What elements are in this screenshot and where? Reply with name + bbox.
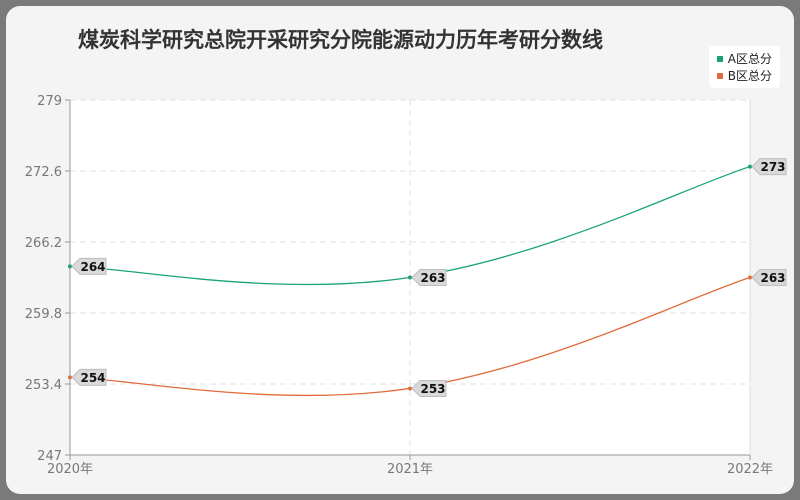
data-label-text: 273 bbox=[760, 160, 785, 174]
x-tick-label: 2022年 bbox=[727, 462, 773, 477]
data-label-text: 264 bbox=[80, 260, 105, 274]
x-tick-label: 2020年 bbox=[47, 462, 93, 477]
data-label-text: 253 bbox=[420, 382, 445, 396]
chart-title: 煤炭科学研究总院开采研究分院能源动力历年考研分数线 bbox=[78, 28, 603, 52]
data-label: 264 bbox=[71, 257, 107, 275]
data-label-bg bbox=[751, 269, 787, 286]
data-point bbox=[68, 264, 72, 269]
y-tick-label: 272.6 bbox=[25, 165, 62, 180]
data-label: 263 bbox=[411, 269, 447, 286]
legend-label-a: A区总分 bbox=[727, 52, 772, 66]
chart-card: 煤炭科学研究总院开采研究分院能源动力历年考研分数线 A区总分 B区总分 279 2… bbox=[6, 6, 794, 494]
y-tick-label: 266.2 bbox=[25, 236, 62, 251]
data-label-text: 254 bbox=[80, 371, 105, 385]
data-label: 254 bbox=[71, 368, 107, 386]
y-tick-label: 247 bbox=[37, 449, 62, 464]
data-label: 263 bbox=[751, 269, 787, 286]
y-tick-label: 259.8 bbox=[25, 307, 62, 322]
data-point bbox=[408, 275, 412, 280]
data-point bbox=[68, 375, 72, 380]
data-label: 253 bbox=[411, 379, 447, 397]
data-point bbox=[748, 164, 752, 169]
y-tick-label: 253.4 bbox=[25, 378, 62, 393]
data-label-bg bbox=[411, 269, 447, 286]
data-label-bg bbox=[71, 257, 107, 275]
legend-swatch-b bbox=[716, 72, 723, 79]
legend-item-a[interactable]: A区总分 bbox=[716, 50, 772, 67]
data-label: 273 bbox=[751, 158, 787, 176]
legend-label-b: B区总分 bbox=[727, 69, 772, 83]
data-label-bg bbox=[751, 158, 787, 176]
data-point bbox=[748, 275, 752, 280]
data-label-text: 263 bbox=[420, 271, 445, 285]
legend-swatch-a bbox=[716, 55, 723, 62]
data-point bbox=[408, 386, 412, 391]
legend-item-b[interactable]: B区总分 bbox=[716, 67, 772, 84]
y-tick-label: 279 bbox=[37, 94, 62, 109]
data-label-bg bbox=[71, 368, 107, 386]
x-tick-label: 2021年 bbox=[387, 462, 433, 477]
data-label-bg bbox=[411, 379, 447, 397]
data-label-text: 263 bbox=[760, 271, 785, 285]
chart-legend[interactable]: A区总分 B区总分 bbox=[708, 46, 780, 88]
